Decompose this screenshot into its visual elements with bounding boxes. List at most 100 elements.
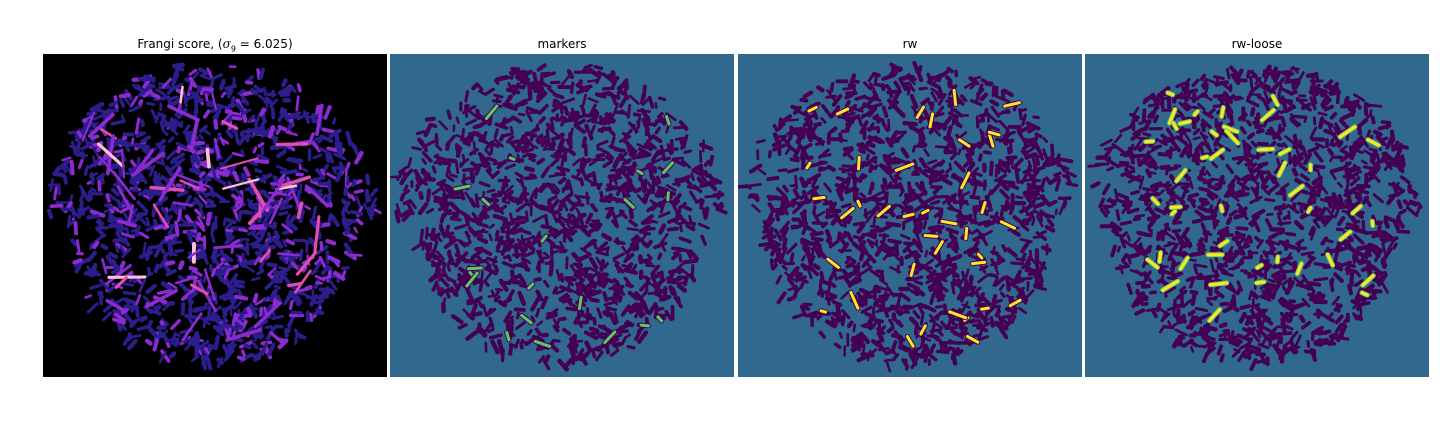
frangi-ridge	[136, 200, 149, 213]
markers-region	[421, 151, 433, 163]
markers-region	[634, 291, 645, 304]
markers-region	[613, 311, 619, 324]
markers-region	[606, 183, 618, 191]
markers-region	[555, 113, 559, 122]
frangi-ridge	[177, 260, 185, 271]
frangi-ridge	[249, 306, 259, 319]
rw-loose-region	[1277, 97, 1285, 105]
markers-region	[468, 147, 479, 156]
rw-region	[941, 177, 953, 186]
rw-region	[917, 65, 923, 74]
rw-region	[831, 300, 843, 307]
rw-region	[981, 229, 993, 238]
frangi-ridge	[100, 243, 109, 251]
rw-region	[1053, 171, 1062, 177]
frangi-ridge	[259, 107, 266, 117]
frangi-ridge	[176, 65, 185, 72]
markers-region	[608, 286, 619, 290]
rw-region	[1062, 165, 1070, 171]
frangi-ridge	[325, 153, 331, 163]
rw-loose-region	[1273, 204, 1283, 211]
rw-loose-region	[1190, 290, 1197, 307]
rw-region	[935, 105, 945, 116]
frangi-vessel	[267, 191, 287, 196]
frangi-ridge	[188, 265, 198, 272]
rw-loose-region	[1333, 208, 1340, 219]
rw-loose-region	[1347, 107, 1357, 114]
markers-seed	[453, 184, 471, 191]
markers-region	[487, 294, 496, 299]
markers-region	[657, 112, 664, 119]
rw-loose-region	[1304, 181, 1317, 193]
rw-region	[1028, 255, 1038, 266]
markers-region	[536, 133, 544, 140]
markers-region	[454, 243, 461, 255]
rw-loose-region	[1284, 135, 1297, 146]
rw-region	[858, 246, 867, 262]
rw-region	[866, 350, 872, 362]
rw-loose-region	[1234, 249, 1246, 256]
frangi-ridge	[236, 103, 245, 113]
frangi-ridge	[255, 113, 262, 124]
markers-region	[541, 82, 552, 89]
rw-region	[755, 139, 766, 144]
rw-region	[1024, 255, 1033, 269]
markers-region	[526, 152, 537, 159]
markers-region	[449, 201, 460, 213]
rw-loose-region	[1198, 197, 1208, 202]
rw-loose-region	[1146, 206, 1159, 220]
markers-region	[565, 233, 574, 243]
rw-loose-region	[1365, 175, 1375, 183]
frangi-ridge	[125, 227, 130, 237]
frangi-ridge	[253, 349, 265, 362]
frangi-vessel	[179, 179, 200, 190]
rw-loose-region	[1119, 125, 1133, 133]
markers-region	[634, 240, 640, 251]
markers-region	[654, 287, 663, 293]
frangi-ridge	[75, 147, 86, 160]
markers-region	[646, 205, 654, 213]
frangi-ridge	[135, 131, 146, 138]
markers-region	[569, 127, 574, 140]
markers-region	[572, 339, 584, 344]
frangi-ridge	[142, 194, 150, 199]
rw-loose-region	[1250, 186, 1258, 197]
markers-region	[606, 210, 615, 219]
rw-loose-region	[1281, 285, 1290, 295]
markers-region	[532, 71, 539, 86]
rw-loose-region	[1213, 75, 1225, 80]
rw-region	[985, 137, 993, 149]
markers-region	[438, 275, 450, 288]
rw-region	[856, 291, 865, 303]
markers-seed	[527, 282, 535, 290]
rw-region	[977, 219, 991, 227]
rw-region	[1011, 283, 1019, 290]
frangi-ridge	[262, 295, 270, 303]
markers-region	[454, 160, 460, 175]
rw-loose-region	[1200, 200, 1210, 207]
rw-region	[962, 292, 973, 298]
frangi-ridge	[290, 261, 299, 270]
markers-region	[666, 226, 680, 232]
frangi-ridge	[160, 280, 174, 293]
markers-region	[511, 227, 524, 235]
frangi-ridge	[187, 307, 193, 317]
rw-region	[873, 82, 887, 89]
rw-region	[840, 290, 850, 300]
markers-region	[681, 134, 689, 149]
markers-region	[574, 194, 581, 202]
rw-loose-region	[1325, 79, 1334, 88]
frangi-ridge	[52, 171, 66, 178]
frangi-ridge	[121, 247, 132, 259]
markers-region	[493, 128, 499, 139]
rw-loose-region	[1365, 129, 1372, 140]
markers-region	[552, 212, 559, 224]
rw-region	[822, 201, 833, 206]
rw-loose-region	[1090, 181, 1101, 189]
rw-region	[953, 236, 960, 251]
markers-region	[586, 79, 598, 83]
rw-loose-region	[1310, 212, 1320, 218]
rw-region	[800, 240, 809, 248]
frangi-vessel	[296, 201, 304, 220]
rw-region	[785, 118, 800, 122]
